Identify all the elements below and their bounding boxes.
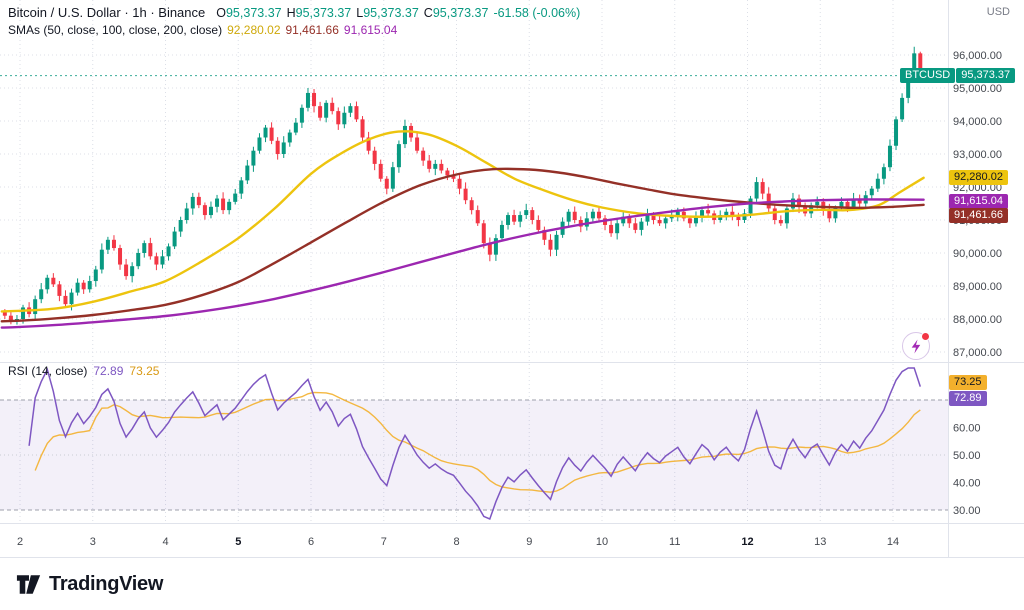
time-tick-label: 5 [235, 536, 241, 548]
time-tick-label: 8 [453, 536, 459, 548]
time-tick-label: 4 [162, 536, 168, 548]
lightning-bolt-icon [911, 339, 920, 353]
lightning-alert-button[interactable] [902, 332, 930, 360]
price-axis-labels[interactable]: 96,000.00 95,000.00 94,000.00 93,000.00 92,0… [953, 50, 1002, 517]
price-tick-label: 92,000.00 [953, 182, 1002, 194]
time-tick-label: 2 [17, 536, 23, 548]
rsi-tick-label: 40.00 [953, 478, 981, 490]
rsi-series [28, 367, 922, 521]
price-tick-label: 94,000.00 [953, 116, 1002, 128]
sma50-axis-badge: 92,280.02 [949, 169, 1008, 185]
price-tick-label: 87,000.00 [953, 347, 1002, 359]
price-tick-label: 96,000.00 [953, 50, 1002, 62]
rsi-tick-label: 30.00 [953, 505, 981, 517]
time-tick-label: 14 [887, 536, 899, 548]
sma100-axis-badge: 91,461.66 [949, 207, 1008, 223]
time-tick-label: 13 [814, 536, 826, 548]
time-tick-label: 9 [526, 536, 532, 548]
currency-label[interactable]: USD [986, 6, 1010, 18]
rsi-axis-badge: 72.89 [949, 391, 987, 407]
rsi-tick-label: 60.00 [953, 423, 981, 435]
price-tick-label: 95,000.00 [953, 83, 1002, 95]
rsi-tick-label: 50.00 [953, 450, 981, 462]
footer: TradingView [0, 558, 1024, 610]
price-tick-label: 88,000.00 [953, 314, 1002, 326]
time-tick-label: 6 [308, 536, 314, 548]
price-tick-label: 90,000.00 [953, 248, 1002, 260]
sma-overlays [0, 130, 925, 329]
last-price-axis-badge: BTCUSD 95,373.37 [900, 67, 1016, 83]
notification-dot [921, 332, 930, 341]
symbol-flag: BTCUSD [900, 67, 956, 83]
chart-region[interactable]: 96,000.00 95,000.00 94,000.00 93,000.00 92,0… [0, 0, 1024, 558]
last-price-label: 95,373.37 [956, 67, 1016, 83]
price-tick-label: 89,000.00 [953, 281, 1002, 293]
time-tick-label: 12 [741, 536, 753, 548]
time-tick-label: 3 [90, 536, 96, 548]
tradingview-logomark-icon [16, 574, 41, 594]
price-tick-label: 93,000.00 [953, 149, 1002, 161]
sma200-axis-badge: 91,615.04 [949, 193, 1008, 209]
pane-separators [0, 0, 1024, 558]
rsi-band [0, 399, 948, 511]
rsi-ma-axis-badge: 73.25 [949, 375, 987, 391]
time-axis-labels[interactable]: 2 3 4 5 6 7 8 9 10 11 12 13 14 [17, 536, 899, 548]
tradingview-wordmark: TradingView [49, 572, 164, 595]
time-tick-label: 10 [596, 536, 608, 548]
tradingview-logo[interactable]: TradingView [16, 573, 163, 596]
price-rsi-chart-canvas[interactable]: 96,000.00 95,000.00 94,000.00 93,000.00 92,0… [0, 0, 1024, 558]
time-tick-label: 11 [669, 536, 680, 548]
time-tick-label: 7 [381, 536, 387, 548]
